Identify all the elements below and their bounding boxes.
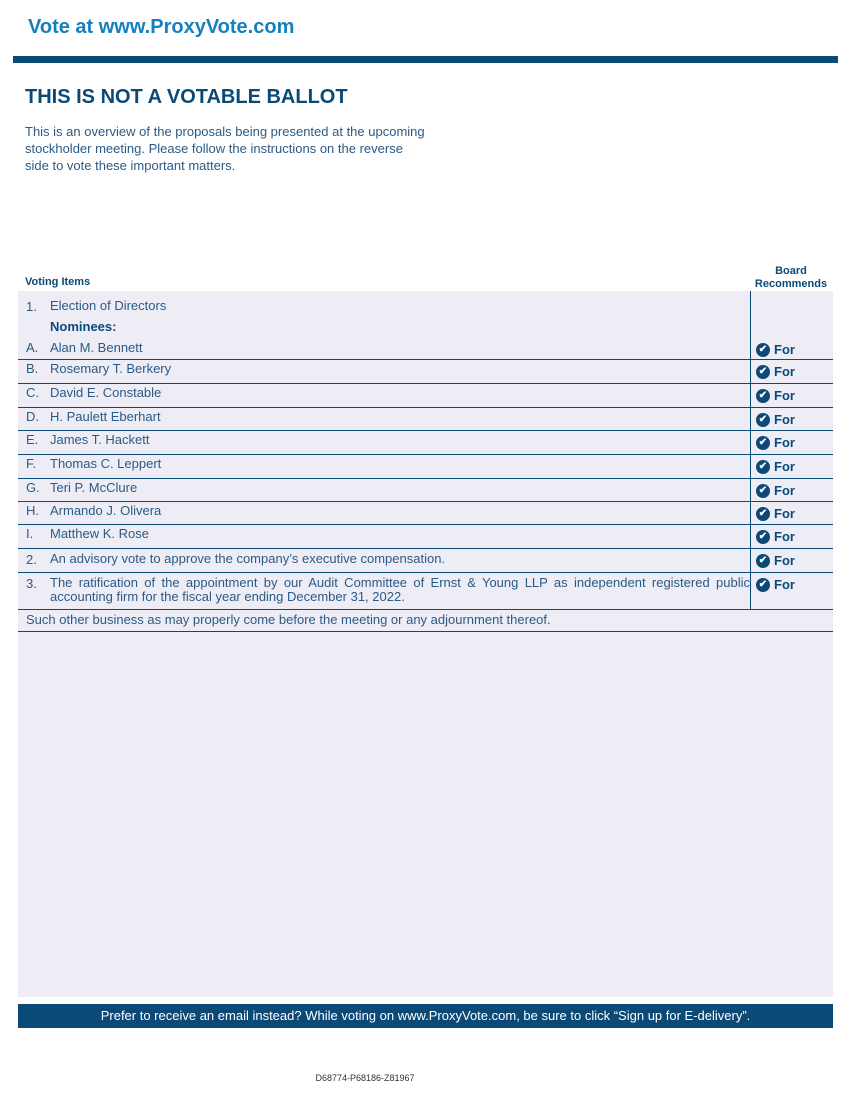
nominee-row: D. H. Paulett Eberhart ✔ For <box>18 407 833 431</box>
recommendation-label: For <box>774 483 795 498</box>
recommendation: ✔ For <box>756 364 795 379</box>
proposal-row: 2. An advisory vote to approve the compa… <box>18 548 833 573</box>
nominee-row: G. Teri P. McClure ✔ For <box>18 478 833 502</box>
check-circle-icon: ✔ <box>756 412 770 427</box>
recommendation-label: For <box>774 529 795 544</box>
other-business-text: Such other business as may properly come… <box>26 612 551 627</box>
proposal-text: An advisory vote to approve the company’… <box>50 551 446 566</box>
voting-items-header: Voting Items <box>25 276 91 288</box>
nominee-row: F. Thomas C. Leppert ✔ For <box>18 454 833 479</box>
intro-text: This is an overview of the proposals bei… <box>25 124 425 173</box>
document-code: D68774-P68186-Z81967 <box>315 1073 415 1083</box>
check-circle-icon: ✔ <box>756 529 770 544</box>
check-circle-icon: ✔ <box>756 506 770 521</box>
check-circle-icon: ✔ <box>756 577 770 592</box>
recommendation: ✔ For <box>756 529 795 544</box>
recommendation-label: For <box>774 435 795 450</box>
check-circle-icon: ✔ <box>756 342 770 357</box>
recommendation: ✔ For <box>756 553 795 568</box>
recommendation-label: For <box>774 553 795 568</box>
check-circle-icon: ✔ <box>756 553 770 568</box>
proposal-1-row: 1. Election of Directors <box>18 299 833 319</box>
recommendation: ✔ For <box>756 577 795 592</box>
check-circle-icon: ✔ <box>756 483 770 498</box>
check-circle-icon: ✔ <box>756 459 770 474</box>
check-circle-icon: ✔ <box>756 388 770 403</box>
proposal-number: 1. <box>26 299 37 314</box>
recommendation: ✔ For <box>756 459 795 474</box>
proposal-row: 3. The ratification of the appointment b… <box>18 572 833 610</box>
nominee-letter: H. <box>26 503 39 518</box>
nominee-name: Matthew K. Rose <box>50 526 149 541</box>
recommendation-label: For <box>774 388 795 403</box>
other-business-row: Such other business as may properly come… <box>18 609 833 632</box>
nominee-name: Armando J. Olivera <box>50 503 162 518</box>
recommendation: ✔ For <box>756 506 795 521</box>
nominee-letter: B. <box>26 361 39 376</box>
nominee-row: E. James T. Hackett ✔ For <box>18 430 833 455</box>
column-divider <box>750 291 751 609</box>
nominee-name: Alan M. Bennett <box>50 340 143 355</box>
voting-panel <box>18 291 833 997</box>
nominee-name: Thomas C. Leppert <box>50 456 162 471</box>
vote-at-link[interactable]: Vote at www.ProxyVote.com <box>28 16 295 38</box>
recommendation-label: For <box>774 459 795 474</box>
proposal-text: The ratification of the appointment by o… <box>50 575 750 604</box>
nominee-letter: F. <box>26 456 37 471</box>
nominee-name: Teri P. McClure <box>50 480 138 495</box>
proposal-number: 2. <box>26 552 37 567</box>
nominee-letter: I. <box>26 526 34 541</box>
nominees-label-row: Nominees: <box>18 320 833 338</box>
recommendation: ✔ For <box>756 342 795 357</box>
nominee-name: David E. Constable <box>50 385 162 400</box>
proposal-text: Election of Directors <box>50 298 167 313</box>
proposal-number: 3. <box>26 576 37 591</box>
check-circle-icon: ✔ <box>756 364 770 379</box>
recommendation: ✔ For <box>756 483 795 498</box>
recommendation-label: For <box>774 577 795 592</box>
nominee-letter: A. <box>26 340 39 355</box>
nominee-letter: D. <box>26 409 39 424</box>
check-circle-icon: ✔ <box>756 435 770 450</box>
recommendation: ✔ For <box>756 435 795 450</box>
nominees-label: Nominees: <box>50 319 117 334</box>
nominee-letter: C. <box>26 385 39 400</box>
recommendation-label: For <box>774 342 795 357</box>
nominee-name: H. Paulett Eberhart <box>50 409 161 424</box>
nominee-row: B. Rosemary T. Berkery ✔ For <box>18 359 833 384</box>
nominee-name: Rosemary T. Berkery <box>50 361 172 376</box>
board-recommends-header: Board Recommends <box>754 265 828 290</box>
page-title: THIS IS NOT A VOTABLE BALLOT <box>25 86 348 108</box>
nominee-row: I. Matthew K. Rose ✔ For <box>18 524 833 549</box>
e-delivery-banner: Prefer to receive an email instead? Whil… <box>18 1004 833 1028</box>
nominee-row: H. Armando J. Olivera ✔ For <box>18 501 833 525</box>
top-rule <box>13 56 838 63</box>
recommendation-label: For <box>774 364 795 379</box>
nominee-name: James T. Hackett <box>50 432 150 447</box>
nominee-letter: E. <box>26 432 39 447</box>
nominee-row: A. Alan M. Bennett ✔ For <box>18 338 833 360</box>
nominee-row: C. David E. Constable ✔ For <box>18 383 833 408</box>
recommendation-label: For <box>774 412 795 427</box>
recommendation-label: For <box>774 506 795 521</box>
recommendation: ✔ For <box>756 388 795 403</box>
nominee-letter: G. <box>26 480 40 495</box>
recommendation: ✔ For <box>756 412 795 427</box>
